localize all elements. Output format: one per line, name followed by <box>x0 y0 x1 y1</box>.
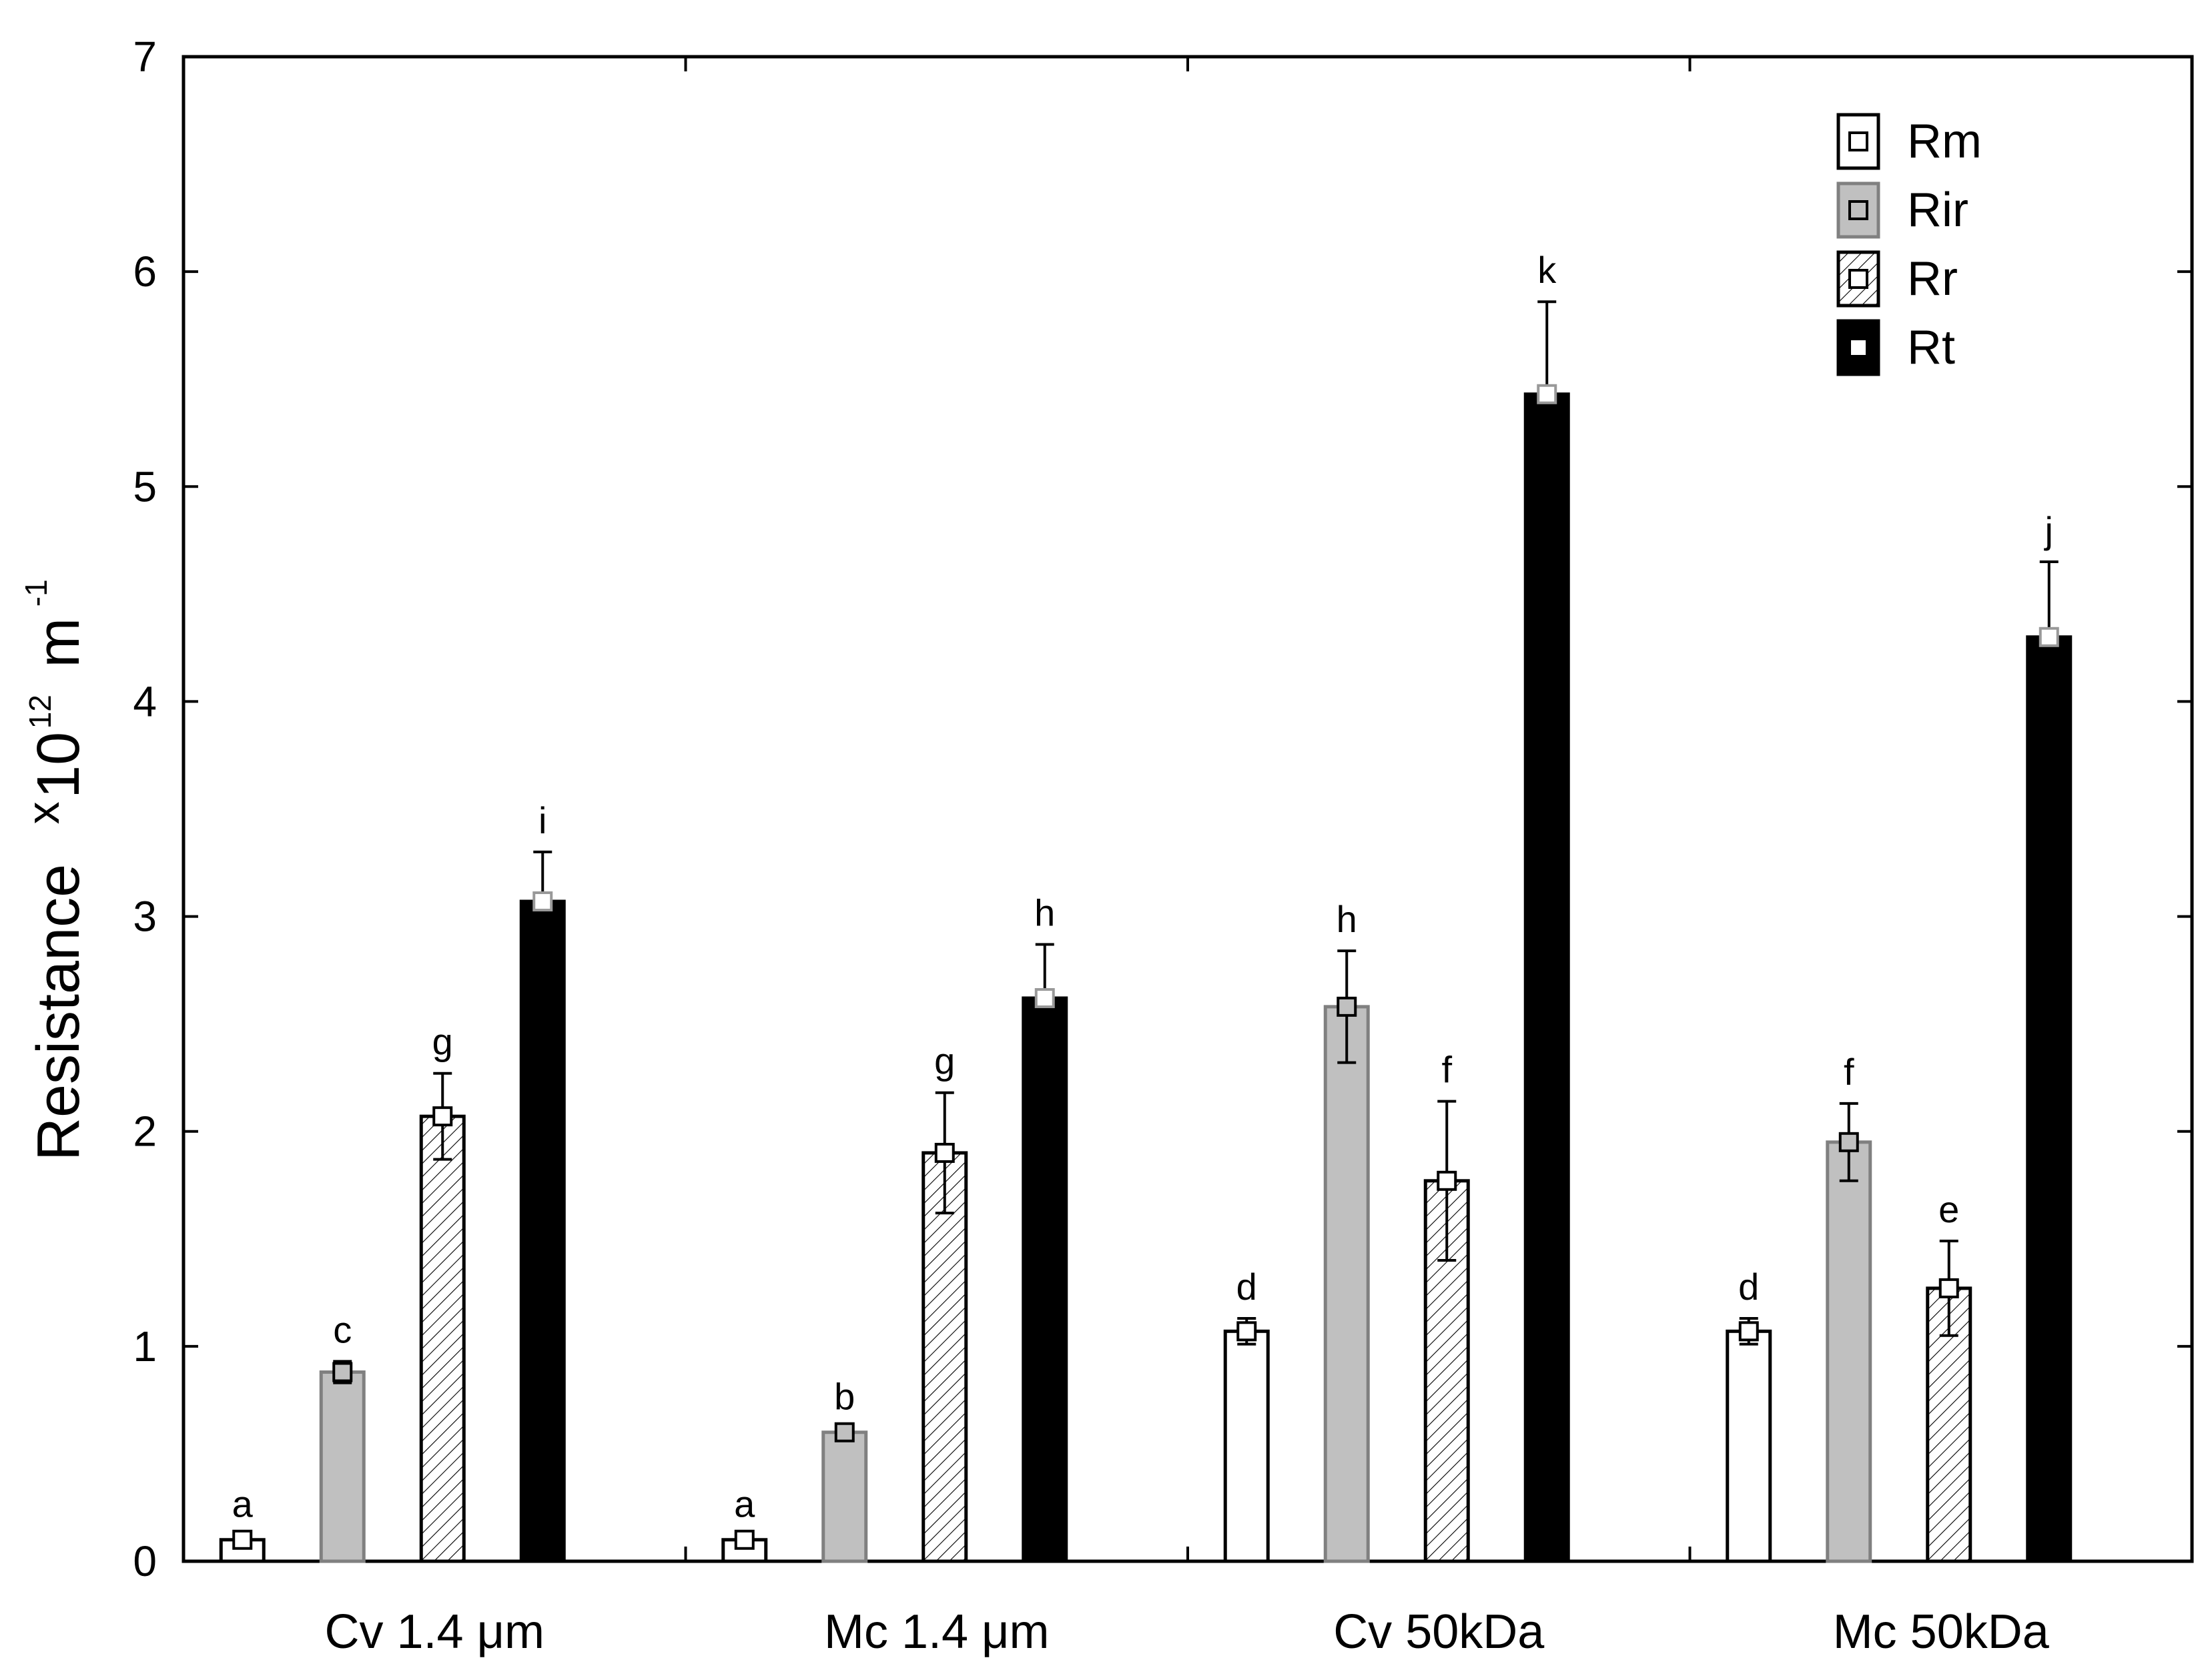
significance-letter: e <box>1938 1188 1959 1230</box>
significance-letter: i <box>538 799 546 841</box>
legend-marker <box>1848 269 1868 289</box>
mean-marker <box>1236 1321 1257 1342</box>
legend-label: Rir <box>1907 183 1968 237</box>
mean-marker <box>1337 996 1357 1017</box>
mean-marker <box>332 1362 353 1382</box>
x-category-label: Mc 1.4 μm <box>824 1605 1050 1659</box>
y-axis-multiplier-base: 10 <box>25 732 92 799</box>
bar-rr <box>921 1151 968 1563</box>
significance-letter: k <box>1537 249 1557 291</box>
bar-rr <box>419 1114 466 1563</box>
mean-marker <box>432 1106 453 1127</box>
bar-rm <box>1726 1329 1772 1563</box>
significance-letter: b <box>834 1375 855 1417</box>
significance-letter: a <box>232 1483 254 1525</box>
y-axis-multiplier-prefix: x <box>18 801 69 824</box>
x-category-label: Mc 50kDa <box>1833 1605 2050 1659</box>
significance-letter: d <box>1738 1266 1759 1308</box>
legend: Rm Rir Rr Rt <box>1836 113 1982 376</box>
significance-letter: g <box>934 1040 955 1082</box>
mean-marker <box>2039 626 2059 647</box>
bar-rir <box>821 1430 868 1563</box>
mean-marker <box>1537 384 1557 404</box>
significance-letter: d <box>1236 1266 1257 1308</box>
mean-marker <box>532 891 553 912</box>
y-tick-label: 0 <box>133 1537 157 1585</box>
mean-marker <box>1738 1321 1759 1342</box>
bar-rir <box>1826 1140 1872 1563</box>
y-tick-label: 5 <box>133 462 157 510</box>
y-tick-label: 1 <box>133 1322 157 1370</box>
significance-letter: h <box>1337 898 1357 940</box>
significance-letter: f <box>1844 1051 1854 1093</box>
y-axis-multiplier-exponent: 12 <box>23 695 57 729</box>
significance-letter: c <box>333 1308 352 1350</box>
x-category-label: Cv 1.4 μm <box>324 1605 544 1659</box>
significance-letter: f <box>1441 1049 1452 1091</box>
y-tick-label: 6 <box>133 248 157 296</box>
significance-letter: g <box>432 1021 453 1063</box>
y-tick-label: 3 <box>133 893 157 941</box>
mean-marker <box>232 1529 253 1550</box>
legend-marker <box>1848 131 1868 151</box>
y-axis-unit-exponent: -1 <box>19 579 53 606</box>
plot-area-frame <box>181 55 2194 1563</box>
legend-label: Rt <box>1907 321 1955 374</box>
bar-rm <box>1223 1329 1270 1563</box>
bar-rt <box>1022 996 1068 1563</box>
y-axis-ticks: 0 1 2 3 4 5 6 7 <box>133 33 2192 1585</box>
mean-marker <box>1034 987 1055 1008</box>
mean-marker <box>1938 1278 1959 1298</box>
legend-marker <box>1848 338 1868 358</box>
bar-rt <box>519 899 566 1563</box>
y-axis-label: Resistance x 10 12 m -1 <box>18 579 92 1161</box>
bar-rt <box>1523 392 1570 1563</box>
legend-label: Rm <box>1907 115 1982 168</box>
mean-marker <box>934 1142 955 1163</box>
bar-rir <box>1323 1005 1370 1563</box>
legend-marker <box>1848 200 1868 220</box>
mean-marker <box>834 1422 855 1442</box>
bar-rt <box>2026 635 2073 1563</box>
mean-marker <box>734 1529 755 1550</box>
x-category-label: Cv 50kDa <box>1333 1605 1545 1659</box>
significance-letter: a <box>734 1483 755 1525</box>
mean-marker <box>1838 1132 1859 1152</box>
bar-rir <box>319 1370 366 1563</box>
significance-letter: h <box>1034 891 1055 933</box>
y-tick-label: 4 <box>133 677 157 725</box>
bars-group: a c g i a b g h d h f k d f e j <box>219 249 2073 1563</box>
significance-letter: j <box>2044 509 2053 551</box>
mean-marker <box>1437 1170 1457 1191</box>
x-axis-ticks: Cv 1.4 μm Mc 1.4 μm Cv 50kDa Mc 50kDa <box>324 57 2050 1659</box>
y-axis-label-text: Resistance <box>25 864 92 1161</box>
y-tick-label: 7 <box>133 33 157 81</box>
y-tick-label: 2 <box>133 1108 157 1156</box>
legend-label: Rr <box>1907 252 1958 306</box>
y-axis-unit: m <box>25 618 92 668</box>
